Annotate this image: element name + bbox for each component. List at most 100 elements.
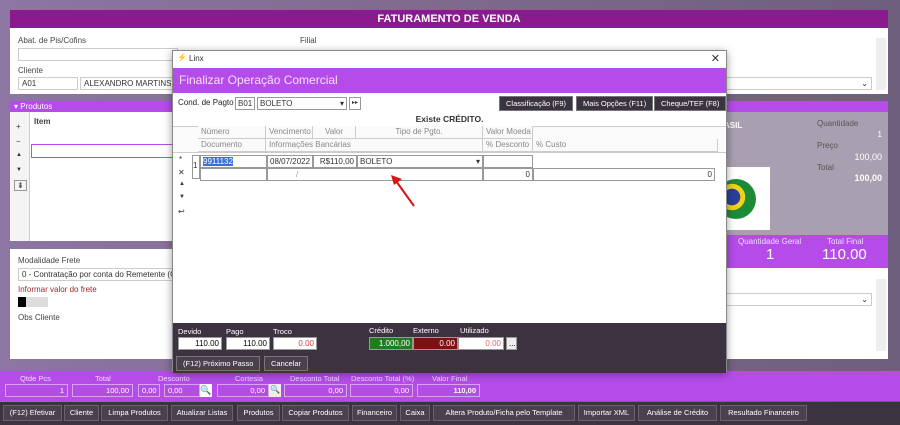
- devido-label: Devido: [178, 327, 202, 336]
- desconto-total-pct-value: 0,00: [350, 384, 413, 397]
- chevron-down-icon: ▾: [475, 157, 480, 166]
- col-info-bancaria: Informações Bancárias: [266, 139, 483, 152]
- qtde-label: Qtde Pcs: [20, 374, 51, 383]
- resultado-financeiro-button[interactable]: Resultado Financeiro: [720, 405, 807, 421]
- frete-toggle[interactable]: [18, 297, 48, 307]
- cliente-code-input[interactable]: A01: [18, 77, 78, 90]
- total-label: Total: [817, 163, 834, 172]
- utilizado-input[interactable]: 0.00: [458, 337, 504, 350]
- dialog-header: Finalizar Operação Comercial: [173, 68, 726, 93]
- pago-input[interactable]: 110.00: [226, 337, 270, 350]
- atualizar-listas-button[interactable]: Atualizar Listas: [171, 405, 233, 421]
- move-up-icon[interactable]: ▲: [179, 181, 185, 187]
- documento-cell[interactable]: [200, 168, 267, 181]
- desconto-value[interactable]: 0,00: [138, 384, 160, 397]
- col-desconto: % Desconto: [483, 139, 533, 152]
- custo-cell[interactable]: 0: [533, 168, 715, 181]
- cortesia-value: 0,00: [217, 384, 269, 397]
- modalidade-label: Modalidade Frete: [18, 256, 81, 265]
- window-title: Linx: [189, 54, 204, 63]
- analise-credito-button[interactable]: Análise de Crédito: [638, 405, 717, 421]
- cond-code-input[interactable]: B01: [235, 97, 255, 110]
- collapse-icon: ▾: [14, 102, 21, 111]
- abat-input[interactable]: [18, 48, 178, 61]
- classificacao-button[interactable]: Classificação (F9): [499, 96, 574, 111]
- product-name: ASIL: [724, 121, 743, 130]
- devido-input[interactable]: 110.00: [178, 337, 222, 350]
- limpa-produtos-button[interactable]: Limpa Produtos: [101, 405, 168, 421]
- qtde-value: 1: [5, 384, 68, 397]
- page-header: FATURAMENTO DE VENDA: [10, 10, 888, 28]
- cliente-button[interactable]: Cliente: [64, 405, 99, 421]
- frete-scrollbar[interactable]: [876, 279, 886, 351]
- credito-label: Crédito: [369, 326, 394, 335]
- more-button[interactable]: ...: [506, 337, 517, 350]
- cancelar-button[interactable]: Cancelar: [264, 356, 309, 371]
- mais-opcoes-button[interactable]: Mais Opções (F11): [576, 96, 654, 111]
- valor-cell[interactable]: R$110,00: [313, 155, 357, 168]
- col-tipo: Tipo de Pgto.: [356, 126, 483, 139]
- col-valor: Valor: [313, 126, 356, 139]
- col-custo: % Custo: [533, 139, 718, 152]
- desconto-total-pct-label: Desconto Total (%): [351, 374, 415, 383]
- brazil-ball-icon: [722, 179, 756, 219]
- total-value: 100,00: [72, 384, 133, 397]
- proximo-passo-button[interactable]: (F12) Próximo Passo: [176, 356, 261, 371]
- modalidade-dropdown-arrow[interactable]: ⌄: [726, 293, 872, 306]
- move-down-icon[interactable]: ▼: [16, 167, 22, 173]
- top-scrollbar[interactable]: [876, 38, 886, 90]
- troco-input[interactable]: 0.00: [273, 337, 317, 350]
- externo-label: Externo: [413, 326, 439, 335]
- item-row[interactable]: [31, 144, 181, 158]
- close-icon[interactable]: ✕: [710, 53, 720, 65]
- numero-cell[interactable]: 9911132: [200, 155, 267, 168]
- altera-produto-button[interactable]: Altera Produto/Ficha pelo Template: [433, 405, 575, 421]
- undo-icon[interactable]: ↩: [178, 207, 185, 216]
- desconto-search-icon[interactable]: 🔍: [200, 384, 212, 397]
- qtd-geral-label: Quantidade Geral: [738, 237, 802, 246]
- add-icon[interactable]: +: [16, 122, 21, 131]
- forward-icon[interactable]: ▸▸: [349, 97, 361, 110]
- valor-moeda-cell[interactable]: [483, 155, 533, 168]
- product-card: ASIL Quantidade 1 Preço 100,00 Total 100…: [722, 101, 888, 268]
- produtos-button[interactable]: Produtos: [237, 405, 280, 421]
- cortesia-search-icon[interactable]: 🔍: [269, 384, 281, 397]
- delete-row-icon[interactable]: ✕: [178, 168, 185, 177]
- desconto-cell[interactable]: 0: [483, 168, 533, 181]
- row-star-icon: *: [179, 155, 183, 164]
- vencimento-cell[interactable]: 08/07/2022: [267, 155, 313, 168]
- importar-xml-button[interactable]: Importar XML: [578, 405, 635, 421]
- desconto-total-value: 0,00: [284, 384, 347, 397]
- efetivar-button[interactable]: (F12) Efetivar: [3, 405, 62, 421]
- cliente-name-input[interactable]: ALEXANDRO MARTINS: [80, 77, 180, 90]
- informar-frete-label: Informar valor do frete: [18, 285, 97, 294]
- red-arrow-annotation: [391, 175, 415, 207]
- desconto-label: Desconto: [158, 374, 190, 383]
- total-label: Total: [95, 374, 111, 383]
- move-down-icon[interactable]: ▼: [179, 194, 185, 200]
- col-numero: Número: [198, 126, 266, 139]
- remove-icon[interactable]: −: [16, 137, 21, 146]
- cond-dropdown[interactable]: BOLETO ▾: [257, 97, 347, 110]
- credit-status: Existe CRÉDITO.: [415, 114, 484, 124]
- utilizado-label: Utilizado: [460, 326, 489, 335]
- valor-final-value: 110,00: [417, 384, 480, 397]
- cheque-tef-button[interactable]: Cheque/TEF (F8): [654, 96, 727, 111]
- qtd-geral-value: 1: [766, 246, 775, 263]
- desconto-input[interactable]: 0,00: [164, 384, 200, 397]
- product-image: [722, 167, 770, 230]
- info-bancaria-cell[interactable]: /: [267, 168, 483, 181]
- insert-icon[interactable]: ⇟: [14, 180, 27, 191]
- financeiro-button[interactable]: Financeiro: [352, 405, 397, 421]
- quantidade-value: 1: [877, 130, 882, 139]
- caixa-button[interactable]: Caixa: [400, 405, 430, 421]
- valor-final-label: Valor Final: [432, 374, 468, 383]
- tipo-pgto-dropdown[interactable]: BOLETO ▾: [357, 155, 483, 168]
- col-valor-moeda: Valor Moeda: [483, 126, 533, 139]
- move-up-icon[interactable]: ▲: [16, 152, 22, 158]
- col-documento: Documento: [198, 139, 266, 152]
- modalidade-dropdown[interactable]: 0 - Contratação por conta do Remetente (…: [18, 268, 180, 281]
- copiar-produtos-button[interactable]: Copiar Produtos: [282, 405, 349, 421]
- filial-dropdown[interactable]: ⌄: [726, 77, 872, 90]
- troco-label: Troco: [273, 327, 292, 336]
